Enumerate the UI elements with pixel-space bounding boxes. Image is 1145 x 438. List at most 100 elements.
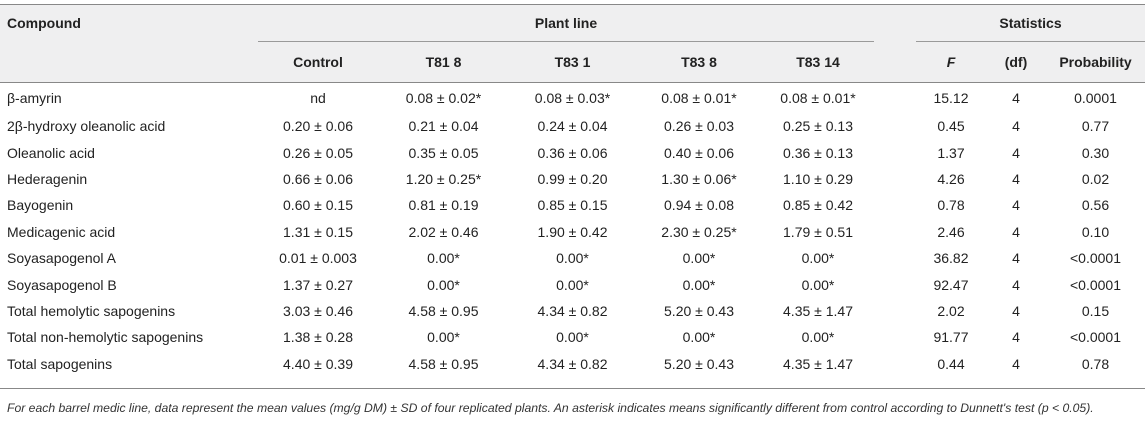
header-row-1: Compound Plant line Statistics bbox=[0, 4, 1145, 42]
cell-t83-14: 4.35 ± 1.47 bbox=[783, 355, 853, 372]
cell-p: <0.0001 bbox=[1070, 329, 1121, 346]
cell-t81-8: 0.21 ± 0.04 bbox=[408, 118, 479, 135]
cell-compound: 2β-hydroxy oleanolic acid bbox=[7, 118, 166, 135]
cell-p: 0.10 bbox=[1081, 223, 1110, 240]
cell-control: 0.26 ± 0.05 bbox=[283, 144, 353, 161]
cell-t83-14: 0.85 ± 0.42 bbox=[783, 197, 853, 214]
table-row: 2β-hydroxy oleanolic acid 0.20 ± 0.06 0.21… bbox=[0, 113, 1145, 139]
col-t81-8: T81 8 bbox=[425, 54, 462, 70]
cell-compound: Total non-hemolytic sapogenins bbox=[7, 329, 204, 346]
cell-t83-1: 0.00* bbox=[556, 329, 589, 346]
cell-t83-1: 4.34 ± 0.82 bbox=[537, 355, 608, 372]
cell-df: 4 bbox=[1012, 223, 1020, 240]
col-control: Control bbox=[293, 54, 343, 70]
cell-t81-8: 0.00* bbox=[427, 276, 460, 293]
cell-f: 4.26 bbox=[937, 170, 965, 187]
data-table: Compound Plant line Statistics Control T… bbox=[0, 4, 1145, 377]
cell-f: 36.82 bbox=[933, 250, 969, 267]
cell-compound: Medicagenic acid bbox=[7, 223, 116, 240]
cell-df: 4 bbox=[1012, 329, 1020, 346]
cell-t83-8: 0.00* bbox=[682, 250, 716, 267]
cell-control: 0.01 ± 0.003 bbox=[279, 250, 357, 267]
cell-t83-1: 0.08 ± 0.03* bbox=[534, 90, 611, 106]
table-row: Medicagenic acid 1.31 ± 0.15 2.02 ± 0.46 1.… bbox=[0, 219, 1145, 245]
cell-p: 0.78 bbox=[1081, 355, 1110, 372]
cell-t83-8: 0.08 ± 0.01* bbox=[661, 90, 737, 106]
cell-p: 0.30 bbox=[1081, 144, 1110, 161]
cell-compound: β-amyrin bbox=[7, 90, 62, 106]
cell-f: 0.44 bbox=[937, 355, 965, 372]
col-f: F bbox=[946, 54, 956, 70]
col-t83-14: T83 14 bbox=[796, 54, 840, 70]
cell-t83-1: 0.36 ± 0.06 bbox=[537, 144, 608, 161]
cell-control: 3.03 ± 0.46 bbox=[283, 302, 353, 319]
cell-t83-8: 2.30 ± 0.25* bbox=[661, 223, 737, 240]
cell-df: 4 bbox=[1012, 250, 1020, 267]
cell-t81-8: 0.81 ± 0.19 bbox=[408, 197, 479, 214]
cell-p: 0.56 bbox=[1081, 197, 1110, 214]
cell-t83-14: 1.10 ± 0.29 bbox=[783, 170, 853, 187]
cell-df: 4 bbox=[1012, 276, 1020, 293]
cell-f: 0.78 bbox=[937, 197, 965, 214]
cell-t83-14: 0.00* bbox=[801, 250, 835, 267]
cell-t83-8: 0.26 ± 0.03 bbox=[664, 118, 734, 135]
cell-p: 0.15 bbox=[1081, 302, 1110, 319]
cell-control: 0.60 ± 0.15 bbox=[283, 197, 353, 214]
cell-t83-14: 0.36 ± 0.13 bbox=[783, 144, 853, 161]
cell-f: 2.46 bbox=[937, 223, 965, 240]
table-row: Total non-hemolytic sapogenins 1.38 ± 0.2… bbox=[0, 324, 1145, 350]
cell-f: 1.37 bbox=[937, 144, 965, 161]
table-body: β-amyrin nd 0.08 ± 0.02* 0.08 ± 0.03* 0.08 ±… bbox=[0, 83, 1145, 377]
cell-p: 0.02 bbox=[1081, 170, 1110, 187]
cell-df: 4 bbox=[1012, 302, 1020, 319]
cell-compound: Total sapogenins bbox=[7, 355, 113, 372]
cell-t83-14: 0.25 ± 0.13 bbox=[783, 118, 853, 135]
col-df: (df) bbox=[1004, 54, 1028, 70]
cell-f: 92.47 bbox=[933, 276, 969, 293]
table-row: Hederagenin 0.66 ± 0.06 1.20 ± 0.25* 0.99 ±… bbox=[0, 166, 1145, 192]
cell-control: 1.38 ± 0.28 bbox=[283, 329, 353, 346]
cell-compound: Soyasapogenol B bbox=[7, 276, 117, 293]
cell-t83-8: 0.00* bbox=[682, 329, 716, 346]
cell-t83-1: 0.85 ± 0.15 bbox=[537, 197, 608, 214]
table-row: Total sapogenins 4.40 ± 0.39 4.58 ± 0.95 4.… bbox=[0, 351, 1145, 377]
footnote-divider bbox=[0, 388, 1145, 389]
cell-compound: Soyasapogenol A bbox=[7, 250, 116, 267]
cell-t83-1: 4.34 ± 0.82 bbox=[537, 302, 608, 319]
cell-control: 1.37 ± 0.27 bbox=[283, 276, 353, 293]
cell-t83-14: 0.08 ± 0.01* bbox=[780, 90, 856, 106]
cell-df: 4 bbox=[1012, 90, 1020, 106]
cell-t83-8: 1.30 ± 0.06* bbox=[661, 170, 737, 187]
cell-t81-8: 0.08 ± 0.02* bbox=[405, 90, 482, 106]
cell-f: 2.02 bbox=[937, 302, 965, 319]
cell-t83-8: 5.20 ± 0.43 bbox=[664, 355, 734, 372]
cell-p: <0.0001 bbox=[1070, 276, 1121, 293]
cell-t81-8: 2.02 ± 0.46 bbox=[408, 223, 479, 240]
table-row: Oleanolic acid 0.26 ± 0.05 0.35 ± 0.05 0.36… bbox=[0, 139, 1145, 165]
footnote: For each barrel medic line, data represe… bbox=[7, 401, 1094, 415]
col-t83-1: T83 1 bbox=[554, 54, 591, 70]
cell-t83-8: 5.20 ± 0.43 bbox=[664, 302, 734, 319]
cell-df: 4 bbox=[1012, 144, 1020, 161]
table-row: Total hemolytic sapogenins 3.03 ± 0.46 4.5… bbox=[0, 298, 1145, 324]
table-row: Bayogenin 0.60 ± 0.15 0.81 ± 0.19 0.85 ± 0.… bbox=[0, 192, 1145, 218]
cell-compound: Hederagenin bbox=[7, 170, 88, 187]
cell-t81-8: 0.00* bbox=[427, 329, 460, 346]
cell-t83-1: 0.00* bbox=[556, 250, 589, 267]
cell-t83-8: 0.94 ± 0.08 bbox=[664, 197, 734, 214]
header-row-2: Control T81 8 T83 1 T83 8 T83 14 F (df) … bbox=[0, 41, 1145, 83]
cell-t83-1: 0.24 ± 0.04 bbox=[537, 118, 608, 135]
cell-t81-8: 4.58 ± 0.95 bbox=[408, 302, 479, 319]
cell-t83-14: 0.00* bbox=[801, 276, 835, 293]
cell-p: <0.0001 bbox=[1070, 250, 1121, 267]
cell-t83-1: 1.90 ± 0.42 bbox=[537, 223, 608, 240]
cell-t83-8: 0.00* bbox=[682, 276, 716, 293]
table-row: Soyasapogenol B 1.37 ± 0.27 0.00* 0.00* 0.00… bbox=[0, 271, 1145, 297]
cell-df: 4 bbox=[1012, 118, 1020, 135]
cell-t81-8: 0.35 ± 0.05 bbox=[408, 144, 479, 161]
cell-compound: Bayogenin bbox=[7, 197, 74, 214]
cell-f: 91.77 bbox=[933, 329, 969, 346]
cell-t83-14: 1.79 ± 0.51 bbox=[783, 223, 853, 240]
header-statistics: Statistics bbox=[916, 4, 1145, 42]
cell-f: 15.12 bbox=[933, 90, 969, 106]
